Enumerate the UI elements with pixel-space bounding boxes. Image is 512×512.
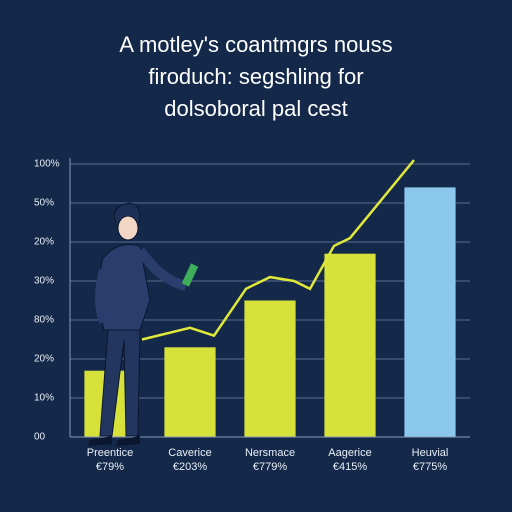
y-tick-label: 100% — [34, 159, 60, 170]
y-tick-label: 00 — [34, 432, 46, 443]
y-tick-label: 20% — [34, 237, 54, 248]
bar — [404, 187, 456, 437]
x-tick-label: Nersmace — [245, 447, 295, 459]
x-tick-label: Heuvial — [412, 447, 449, 459]
x-sublabel: €79% — [96, 461, 124, 473]
x-sublabel: €203% — [173, 461, 207, 473]
bar — [164, 347, 216, 437]
chart-title: A motley's coantmgrs nouss — [119, 32, 392, 57]
person-illustration — [88, 202, 199, 446]
x-tick-label: Preentice — [87, 447, 133, 459]
y-tick-label: 20% — [34, 354, 54, 365]
trend-line — [141, 159, 415, 341]
y-tick-label: 10% — [34, 393, 54, 404]
bar — [324, 253, 376, 437]
bar — [244, 300, 296, 437]
y-tick-label: 50% — [34, 198, 54, 209]
x-sublabel: €775% — [413, 461, 447, 473]
y-tick-label: 80% — [34, 315, 54, 326]
y-tick-label: 30% — [34, 276, 54, 287]
chart-title: dolsoboral pal cest — [164, 96, 347, 121]
x-sublabel: €415% — [333, 461, 367, 473]
x-tick-label: Aagerice — [328, 447, 371, 459]
x-sublabel: €779% — [253, 461, 287, 473]
chart-title: firoduch: segshling for — [148, 64, 363, 89]
x-tick-label: Caverice — [168, 447, 211, 459]
